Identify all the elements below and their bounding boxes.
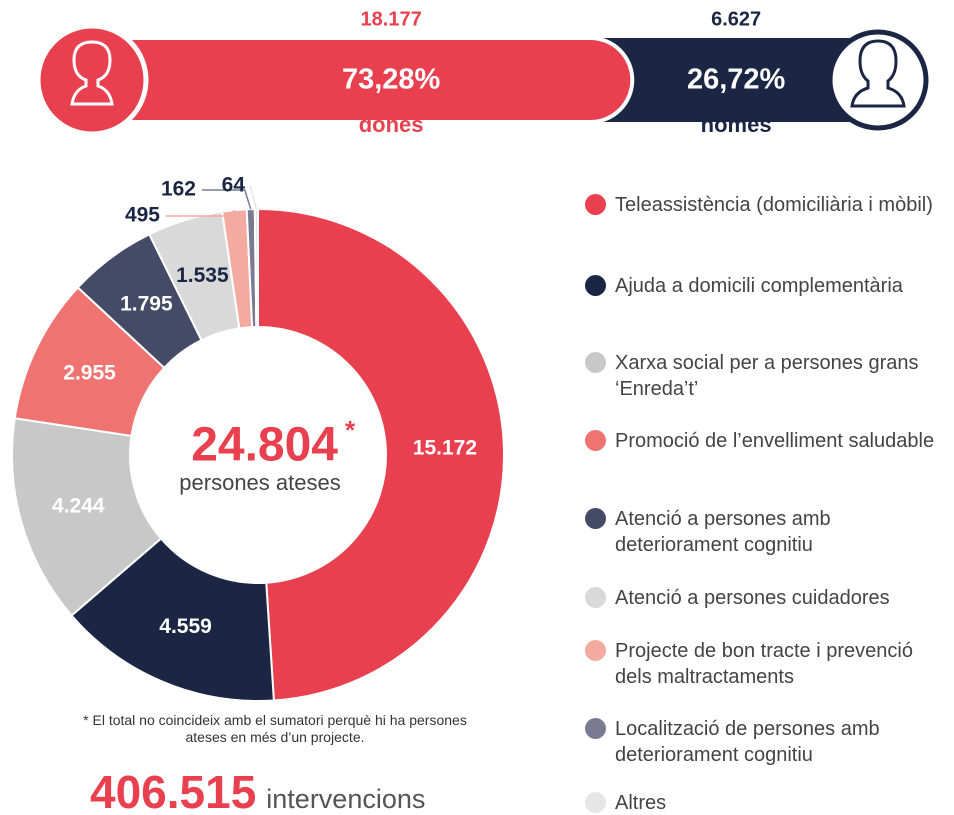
leader-line — [166, 209, 235, 217]
center-value: 24.804 — [191, 419, 338, 472]
gender-name: homes — [701, 112, 772, 137]
donut-slice — [253, 207, 259, 329]
legend-label: Xarxa social per a persones grans ‘Enred… — [615, 352, 919, 400]
slice-label: 2.955 — [63, 361, 116, 384]
slice-label: 1.535 — [176, 264, 229, 287]
interventions: 406.515 intervencions — [90, 765, 425, 815]
icon-circle — [827, 29, 929, 131]
icon-man — [850, 39, 906, 108]
donut-slice — [70, 537, 275, 702]
legend-swatch — [585, 275, 606, 296]
slice-label: 162 — [161, 178, 196, 201]
center-text: persones ateses — [179, 470, 340, 495]
legend-label: Atenció a persones cuidadores — [615, 587, 890, 609]
slice-label: 64 — [222, 174, 246, 197]
center-mark: * — [345, 415, 356, 445]
count-label: 6.627 — [711, 8, 761, 30]
count-label: 18.177 — [361, 8, 422, 30]
legend-label: Altres — [615, 792, 667, 814]
legend-swatch — [585, 587, 606, 608]
leader-line — [202, 189, 252, 210]
slice-label: 4.244 — [52, 494, 105, 517]
donut-slice — [11, 417, 163, 617]
legend-swatch — [585, 430, 606, 451]
legend-item: Altres — [585, 790, 950, 815]
slice-label: 15.172 — [413, 437, 477, 460]
legend-swatch — [585, 194, 606, 215]
leader-line — [249, 185, 258, 210]
legend-swatch — [585, 792, 606, 813]
slice-label: 4.559 — [159, 615, 212, 638]
legend-item: Projecte de bon tracte i prevenció dels … — [585, 638, 950, 690]
interventions-text: intervencions — [266, 784, 426, 814]
legend-label: Promoció de l’envelliment saludable — [615, 430, 935, 452]
interventions-value: 406.515 — [90, 766, 257, 815]
slice-label: 495 — [125, 204, 160, 227]
legend-label: Teleassistència (domiciliària i mòbil) — [615, 194, 933, 216]
legend-label: Projecte de bon tracte i prevenció dels … — [615, 640, 913, 688]
donut-slice — [257, 207, 505, 702]
share-label: 73,28% — [342, 64, 441, 96]
legend-item: Localització de persones amb deteriorame… — [585, 716, 950, 768]
share-label: 26,72% — [687, 64, 786, 96]
legend-item: Xarxa social per a persones grans ‘Enred… — [585, 350, 950, 402]
legend-item: Promoció de l’envelliment saludable — [585, 428, 950, 454]
legend-label: Atenció a persones amb deteriorament cog… — [615, 508, 831, 556]
gender-name: dones — [359, 112, 424, 137]
legend-item: Atenció a persones amb deteriorament cog… — [585, 506, 950, 558]
legend-swatch — [585, 640, 606, 661]
legend-swatch — [585, 508, 606, 529]
icon-circle — [35, 23, 149, 137]
legend-swatch — [585, 352, 606, 373]
legend-label: Ajuda a domicili complementària — [615, 275, 903, 297]
legend-label: Localització de persones amb deteriorame… — [615, 718, 880, 766]
gender-bar: 18.177 73,28% dones 6.627 26,72% homes — [35, 8, 929, 137]
legend-item: Ajuda a domicili complementària — [585, 273, 950, 299]
legend-item: Atenció a persones cuidadores — [585, 585, 950, 611]
slice-label: 1.795 — [120, 293, 173, 316]
footnote: * El total no coincideix amb el sumatori… — [83, 712, 467, 745]
legend-swatch — [585, 718, 606, 739]
icon-woman — [70, 40, 114, 106]
legend-item: Teleassistència (domiciliària i mòbil) — [585, 192, 950, 218]
